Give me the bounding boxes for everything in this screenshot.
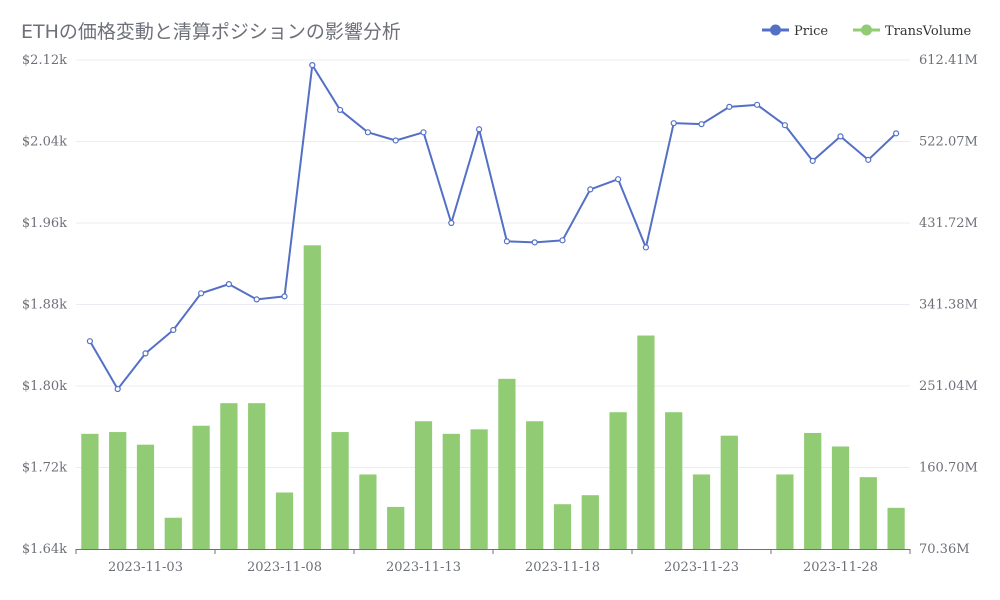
price-point[interactable] [86,338,94,345]
price-point[interactable] [781,122,789,129]
price-point[interactable] [531,239,538,246]
x-tick-label: 2023-11-18 [525,560,600,575]
price-point[interactable] [503,238,510,245]
price-point[interactable] [865,156,872,163]
volume-bar[interactable] [81,433,99,549]
price-point[interactable] [142,350,149,357]
y-right-tick-label: 612.41M [919,53,978,68]
volume-bar[interactable] [776,474,794,549]
legend: Price TransVolume [762,24,972,39]
volume-bar[interactable] [609,412,627,549]
y-left-tick-label: $1.64k [22,542,67,557]
price-point[interactable] [309,61,316,69]
volume-bar[interactable] [887,507,905,549]
legend-volume-marker [861,24,872,36]
volume-bar[interactable] [331,432,349,549]
price-line-layer [86,61,900,393]
legend-item-price[interactable]: Price [762,24,828,39]
price-point[interactable] [587,186,594,193]
price-point[interactable] [420,129,427,136]
volume-bar[interactable] [665,412,683,549]
price-point[interactable] [364,129,371,136]
price-point[interactable] [448,219,455,227]
legend-volume-label: TransVolume [885,24,972,39]
x-tick-label: 2023-11-08 [247,560,322,575]
price-point[interactable] [253,296,260,303]
volume-bar[interactable] [831,446,850,549]
price-point[interactable] [670,120,677,127]
price-point[interactable] [225,281,232,288]
price-point[interactable] [170,326,177,334]
x-tick-label: 2023-11-23 [664,560,739,575]
volume-bar[interactable] [581,495,599,549]
price-point[interactable] [753,101,761,108]
volume-bar[interactable] [442,433,460,549]
y-right-tick-label: 251.04M [919,379,978,394]
legend-price-marker [770,24,781,36]
price-point[interactable] [892,130,900,137]
price-point[interactable] [337,106,344,114]
y-left-tick-label: $2.12k [22,53,67,68]
chart-title: ETHの価格変動と清算ポジションの影響分析 [21,21,401,43]
volume-bar[interactable] [859,477,877,549]
gridlines [76,59,910,468]
volume-bar[interactable] [720,435,738,549]
volume-bar[interactable] [275,492,294,549]
price-point[interactable] [837,133,844,140]
price-point[interactable] [809,157,816,164]
x-tick-label: 2023-11-03 [108,560,183,575]
y-left-tick-label: $1.72k [22,461,67,476]
volume-bar[interactable] [303,245,321,549]
price-point[interactable] [198,290,205,297]
y-right-tick-label: 341.38M [919,298,978,313]
volume-bars [81,245,905,549]
y-left-tick-label: $1.96k [22,216,67,231]
y-left-tick-label: $1.88k [22,298,67,313]
volume-bar[interactable] [109,432,127,549]
legend-item-transvolume[interactable]: TransVolume [853,24,972,39]
volume-bar[interactable] [387,506,405,549]
y-left-tick-label: $2.04k [22,135,67,150]
volume-bar[interactable] [136,444,155,549]
volume-bar[interactable] [248,403,266,549]
volume-bar[interactable] [526,421,544,549]
y-right-tick-label: 431.72M [919,216,978,231]
axes: $1.64k 70.36M $1.72k 160.70M $1.80k 251.04M $1… [22,53,978,575]
x-tick-label: 2023-11-13 [386,560,461,575]
volume-bar[interactable] [359,474,377,549]
volume-bar[interactable] [498,378,516,549]
price-line [89,64,897,391]
price-point[interactable] [114,385,121,393]
price-point[interactable] [476,126,483,133]
price-point[interactable] [614,176,622,183]
volume-bar[interactable] [470,429,488,549]
price-point[interactable] [392,137,399,144]
volume-bar[interactable] [692,474,711,549]
volume-bar[interactable] [553,504,572,549]
volume-bar[interactable] [637,335,655,549]
price-point[interactable] [559,237,566,244]
y-left-tick-label: $1.80k [22,379,67,394]
legend-price-label: Price [794,24,828,39]
x-tick-label: 2023-11-28 [803,560,878,575]
volume-bar[interactable] [220,403,238,549]
y-right-tick-label: 522.07M [919,135,978,150]
volume-bar[interactable] [192,425,210,549]
price-point[interactable] [642,244,650,251]
price-point[interactable] [698,121,705,128]
volume-bar[interactable] [804,432,822,549]
y-right-tick-label: 70.36M [919,542,970,557]
price-point[interactable] [281,293,288,300]
price-point[interactable] [726,103,733,110]
volume-bar[interactable] [414,421,433,549]
volume-bar[interactable] [164,517,182,549]
y-right-tick-label: 160.70M [919,461,978,476]
